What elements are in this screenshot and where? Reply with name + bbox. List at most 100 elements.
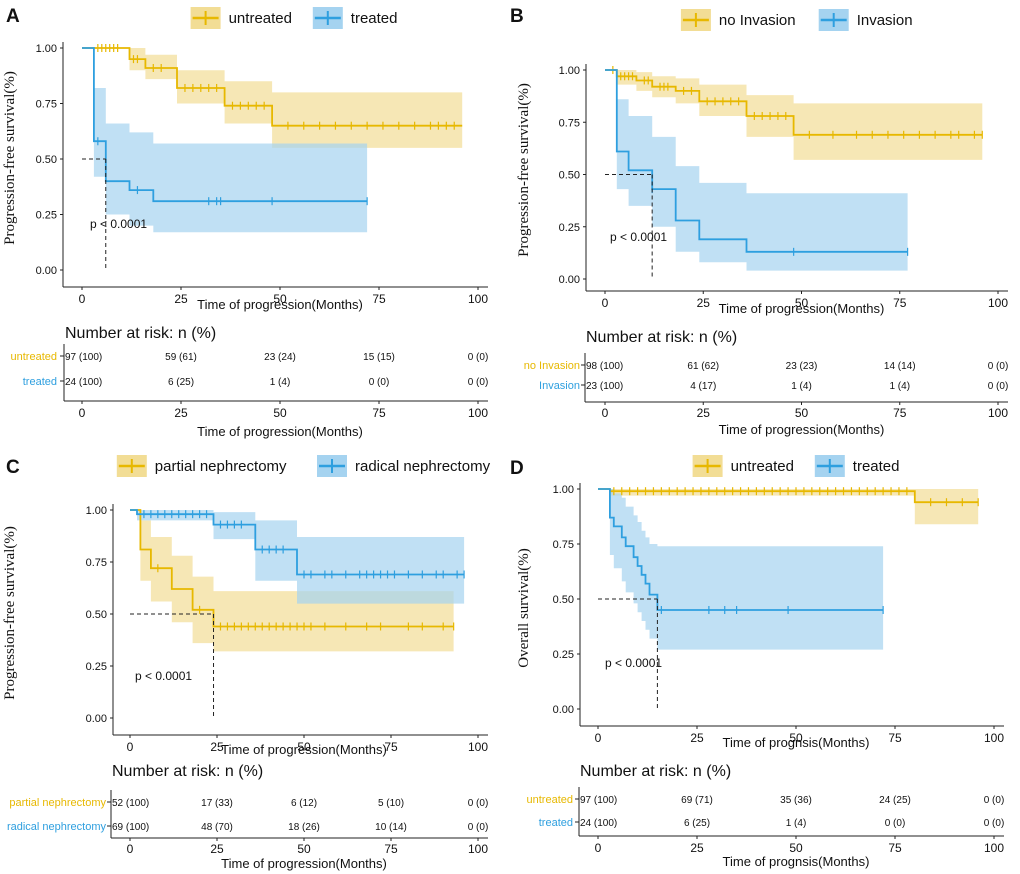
y-tick-label: 1.00	[36, 43, 57, 55]
survival-curve	[605, 69, 908, 253]
x-tick-label: 50	[273, 292, 287, 306]
series-1	[605, 66, 983, 139]
x-tick-label: 75	[888, 731, 902, 745]
p-value: p < 0.0001	[90, 217, 147, 231]
risk-x-axis-label: Time of progression(Months)	[719, 422, 885, 437]
y-tick-label: 0.50	[86, 609, 107, 621]
risk-cell: 10 (14)	[375, 822, 407, 833]
x-tick-label: 75	[384, 740, 398, 754]
risk-cell: 35 (36)	[780, 795, 812, 806]
risk-x-axis-label: Time of progression(Months)	[197, 424, 363, 439]
risk-x-axis-label: Time of progression(Months)	[221, 856, 387, 871]
risk-x-tick-label: 100	[988, 406, 1008, 420]
survival-curve	[82, 47, 463, 127]
risk-x-tick-label: 50	[795, 406, 809, 420]
panel-letter: C	[6, 457, 20, 478]
x-tick-label: 75	[372, 292, 386, 306]
x-axis-label: Time of progression(Months)	[221, 742, 387, 757]
p-value: p < 0.0001	[605, 656, 662, 670]
x-axis-label: Time of prognsis(Months)	[723, 735, 870, 750]
x-tick-label: 100	[984, 731, 1004, 745]
risk-x-tick-label: 0	[79, 406, 86, 420]
y-tick-label: 1.00	[86, 505, 107, 517]
panel-letter: A	[6, 6, 20, 27]
risk-cell: 23 (24)	[264, 352, 296, 363]
p-value: p < 0.0001	[610, 230, 667, 244]
confidence-band	[130, 510, 454, 652]
x-tick-label: 50	[795, 296, 809, 310]
risk-cell: 97 (100)	[65, 352, 102, 363]
y-tick-label: 0.75	[36, 99, 57, 111]
risk-cell: 6 (25)	[684, 818, 710, 829]
series-1	[130, 509, 455, 631]
risk-cell: 52 (100)	[112, 798, 149, 809]
confidence-band	[82, 48, 368, 233]
risk-cell: 0 (0)	[468, 352, 489, 363]
risk-x-tick-label: 50	[789, 841, 803, 855]
risk-cell: 14 (14)	[884, 361, 916, 372]
risk-cell: 15 (15)	[363, 352, 395, 363]
x-tick-label: 0	[595, 731, 602, 745]
y-tick-label: 0.25	[559, 222, 580, 234]
risk-row-label: treated	[23, 376, 57, 388]
risk-cell: 23 (100)	[586, 381, 623, 392]
risk-cell: 0 (0)	[984, 818, 1005, 829]
legend: partial nephrectomy radical nephrectomy	[116, 455, 491, 477]
risk-x-tick-label: 25	[210, 842, 224, 856]
risk-x-tick-label: 0	[602, 406, 609, 420]
risk-cell: 5 (10)	[378, 798, 404, 809]
legend-label: treated	[853, 458, 900, 475]
risk-cell: 18 (26)	[288, 822, 320, 833]
risk-cell: 6 (12)	[291, 798, 317, 809]
survival-curve	[598, 488, 884, 611]
legend-label: radical nephrectomy	[355, 458, 491, 475]
series-1	[82, 44, 463, 130]
y-tick-label: 0.25	[553, 649, 574, 661]
legend-label: untreated	[731, 458, 794, 475]
risk-cell: 69 (71)	[681, 795, 713, 806]
risk-cell: 1 (4)	[791, 381, 812, 392]
risk-cell: 24 (25)	[879, 795, 911, 806]
y-tick-label: 0.00	[553, 704, 574, 716]
risk-cell: 98 (100)	[586, 361, 623, 372]
risk-cell: 69 (100)	[112, 822, 149, 833]
legend-label: no Invasion	[719, 12, 796, 29]
risk-table-title: Number at risk: n (%)	[580, 763, 731, 780]
x-tick-label: 50	[789, 731, 803, 745]
x-tick-label: 25	[210, 740, 224, 754]
risk-x-tick-label: 50	[297, 842, 311, 856]
x-tick-label: 100	[988, 296, 1008, 310]
risk-row-label: partial nephrectomy	[9, 797, 106, 809]
x-tick-label: 25	[174, 292, 188, 306]
risk-table-title: Number at risk: n (%)	[586, 329, 737, 346]
y-tick-label: 0.75	[559, 117, 580, 129]
y-tick-label: 0.50	[36, 154, 57, 166]
x-tick-label: 100	[468, 740, 488, 754]
y-axis-label: Overall survival(%)	[516, 548, 532, 668]
risk-cell: 23 (23)	[786, 361, 818, 372]
risk-cell: 48 (70)	[201, 822, 233, 833]
risk-row-label: untreated	[527, 794, 573, 806]
risk-cell: 24 (100)	[580, 818, 617, 829]
y-tick-label: 1.00	[559, 65, 580, 77]
y-tick-label: 0.25	[86, 661, 107, 673]
risk-x-tick-label: 25	[697, 406, 711, 420]
risk-cell: 0 (0)	[984, 795, 1005, 806]
risk-x-tick-label: 100	[984, 841, 1004, 855]
risk-table: Number at risk: n (%) partial nephrectomy…	[7, 763, 488, 871]
risk-cell: 1 (4)	[270, 377, 291, 388]
risk-table: Number at risk: n (%) untreated 97 (100) 59…	[11, 325, 489, 439]
legend-label: untreated	[229, 10, 292, 27]
risk-cell: 1 (4)	[889, 381, 910, 392]
y-tick-label: 0.50	[553, 594, 574, 606]
legend: untreated treated	[692, 455, 900, 477]
risk-x-tick-label: 25	[690, 841, 704, 855]
x-axis-label: Time of progression(Months)	[719, 301, 885, 316]
y-axis-label: Progression-free survival(%)	[2, 526, 18, 700]
p-value: p < 0.0001	[135, 669, 192, 683]
risk-x-axis-label: Time of prognsis(Months)	[723, 854, 870, 869]
risk-cell: 0 (0)	[885, 818, 906, 829]
